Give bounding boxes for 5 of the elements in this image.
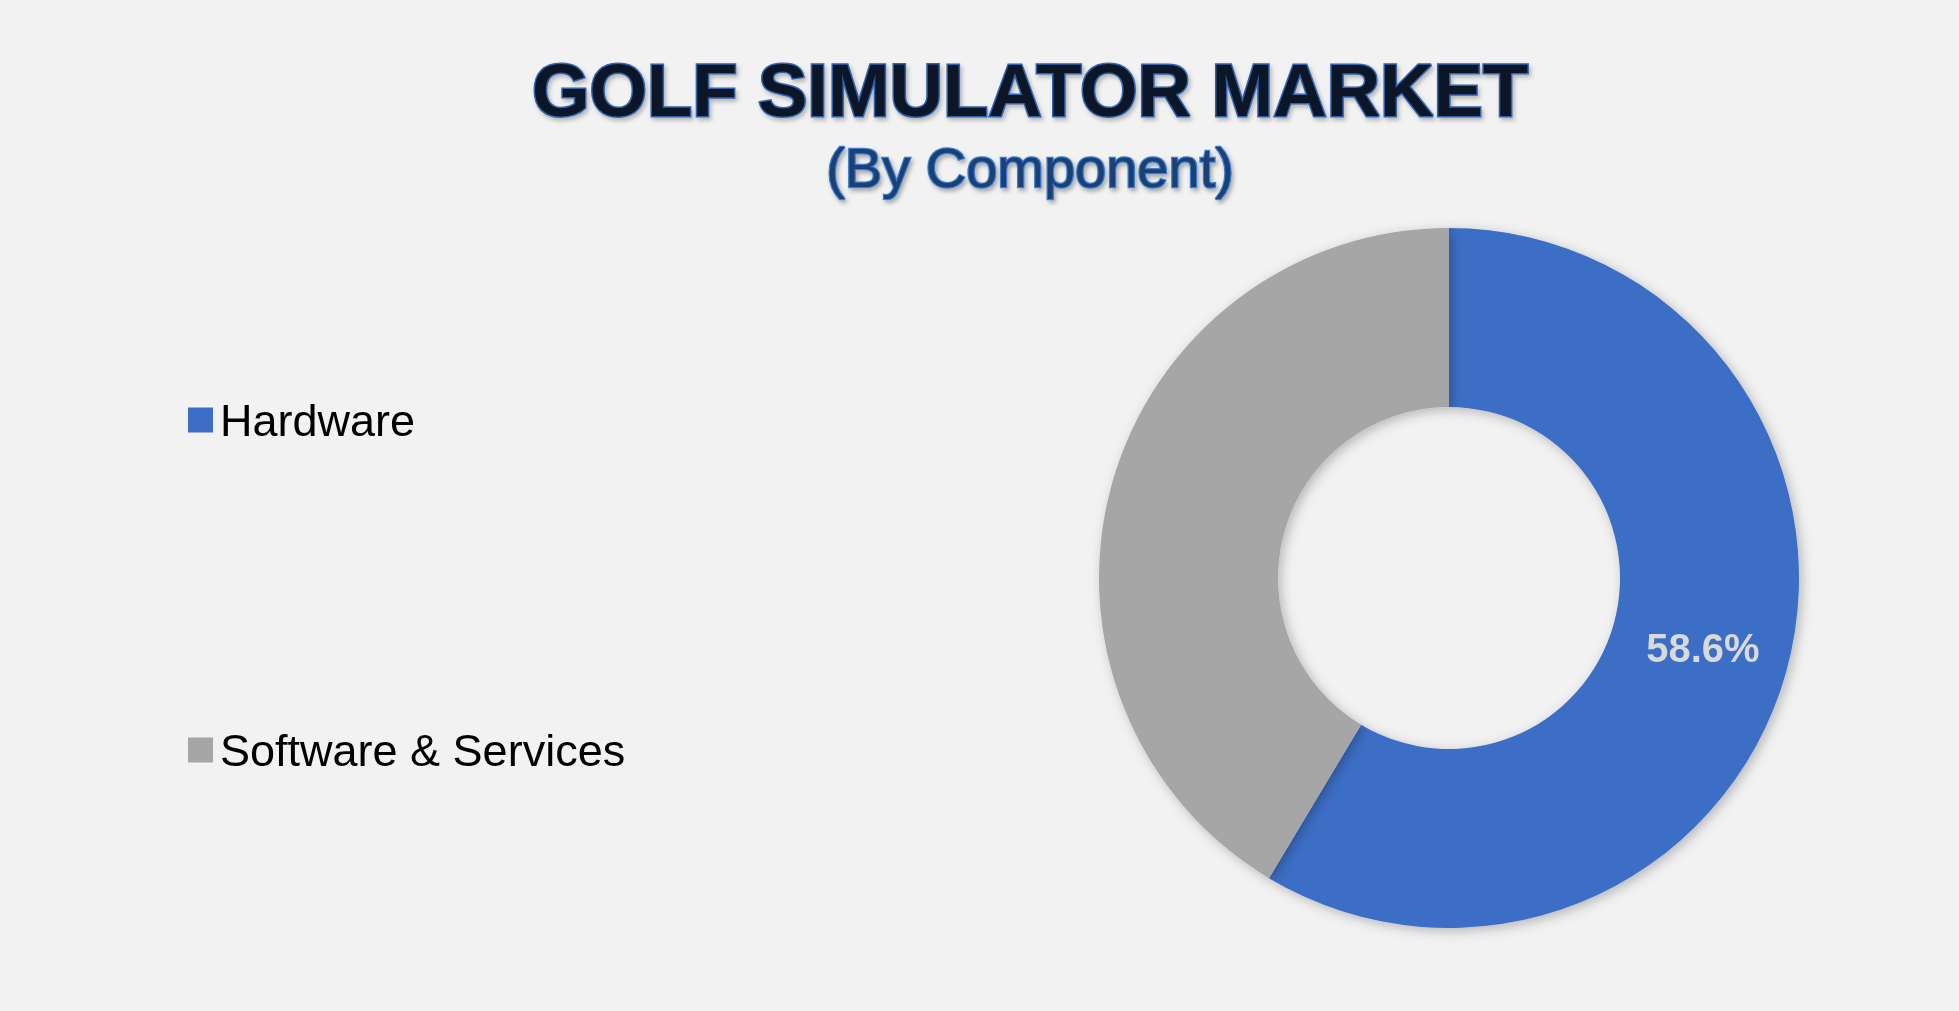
legend-label: Hardware [220, 394, 416, 446]
data-label: 58.6% [1646, 626, 1760, 671]
chart-title: GOLF SIMULATOR MARKET [531, 48, 1529, 132]
legend-label: Software & Services [220, 724, 626, 776]
chart-subtitle: (By Component) [826, 135, 1234, 199]
